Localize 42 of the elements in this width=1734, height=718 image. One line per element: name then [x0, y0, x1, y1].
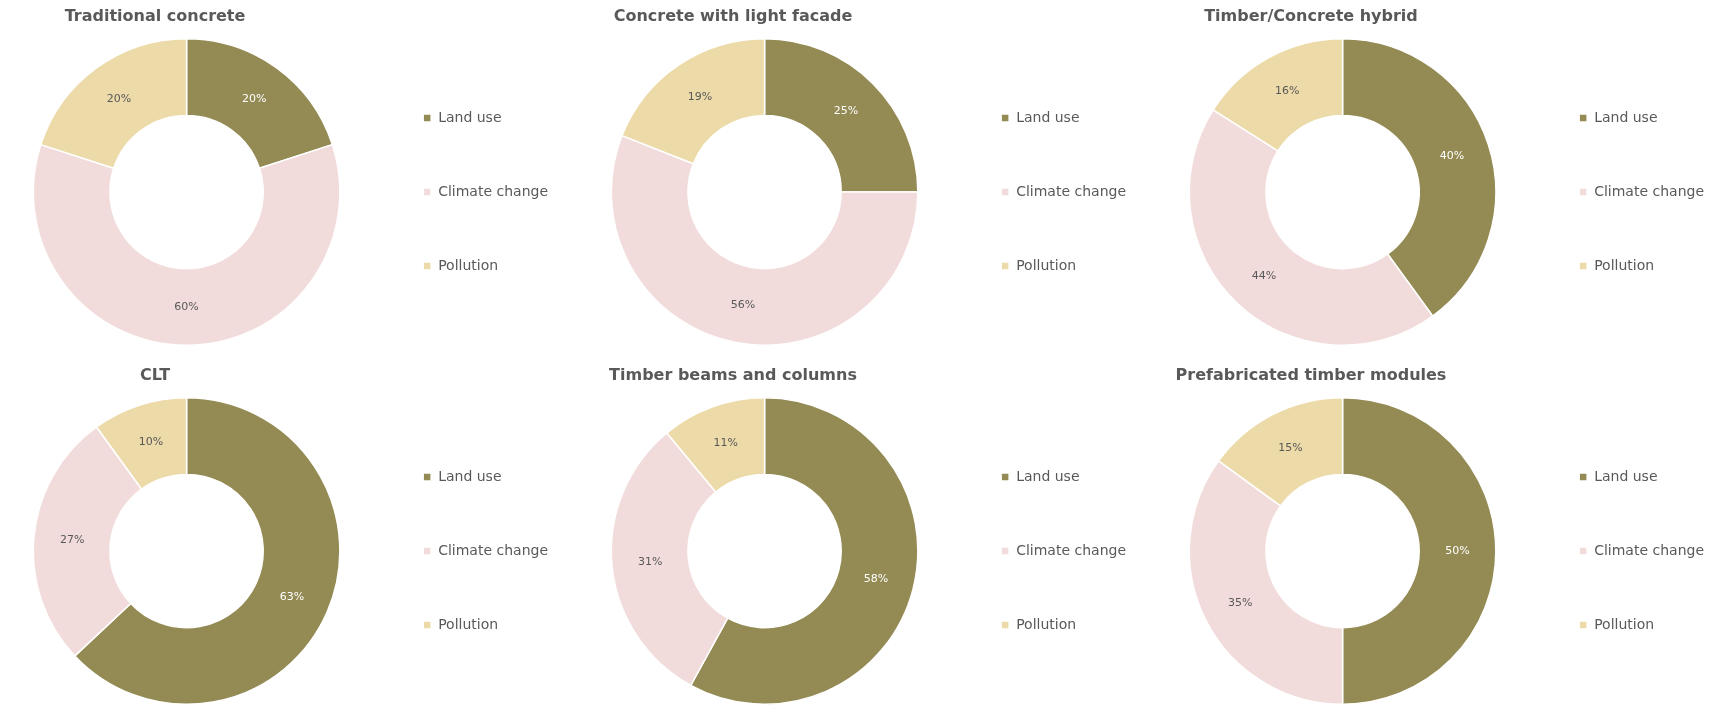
legend-label: Climate change: [1016, 182, 1127, 199]
legend-label: Land use: [1016, 467, 1080, 484]
chart-title: CLT: [138, 365, 172, 384]
data-label: 16%: [1274, 84, 1300, 98]
legend-label: Climate change: [1594, 182, 1705, 199]
data-label: 15%: [1278, 441, 1303, 455]
data-label: 50%: [1445, 543, 1470, 557]
legend-label: Land use: [438, 108, 502, 125]
data-label: 20%: [106, 91, 132, 105]
legend-label: Pollution: [1594, 615, 1655, 632]
data-label: 11%: [713, 435, 738, 449]
legend-label: Pollution: [1594, 256, 1655, 273]
legend-label: Land use: [1594, 108, 1658, 125]
data-label: 25%: [833, 103, 859, 117]
legend-label: Land use: [438, 467, 502, 484]
legend-label: Pollution: [438, 615, 499, 632]
data-label: 56%: [730, 297, 756, 311]
data-label: 60%: [174, 299, 199, 313]
legend-label: Pollution: [438, 256, 499, 273]
data-label: 40%: [1439, 149, 1465, 163]
legend-label: Pollution: [1016, 615, 1077, 632]
chart-title: Prefabricated timber modules: [1174, 365, 1448, 384]
chart-title: Concrete with light facade: [612, 6, 854, 25]
data-label: 58%: [863, 572, 889, 586]
data-label: 44%: [1251, 268, 1277, 282]
data-label: 27%: [59, 533, 85, 547]
data-label: 20%: [241, 91, 267, 105]
legend-label: Climate change: [1594, 541, 1705, 558]
chart-title: Timber/Concrete hybrid: [1203, 6, 1419, 25]
data-label: 35%: [1227, 596, 1253, 610]
chart-title: Timber beams and columns: [608, 365, 858, 384]
legend-label: Climate change: [1016, 541, 1127, 558]
legend-label: Pollution: [1016, 256, 1077, 273]
legend-label: Climate change: [438, 541, 549, 558]
data-label: 19%: [687, 89, 713, 103]
legend-label: Climate change: [438, 182, 549, 199]
data-label: 31%: [637, 554, 663, 568]
chart-title: Traditional concrete: [63, 6, 247, 25]
legend-label: Land use: [1594, 467, 1658, 484]
legend-label: Land use: [1016, 108, 1080, 125]
data-label: 63%: [279, 589, 305, 603]
data-label: 10%: [138, 434, 164, 448]
